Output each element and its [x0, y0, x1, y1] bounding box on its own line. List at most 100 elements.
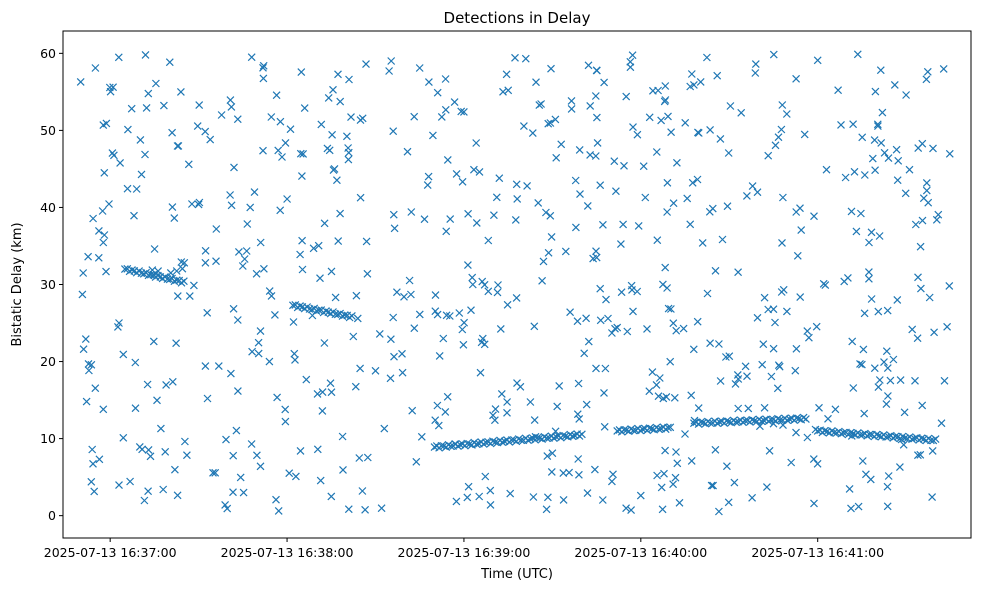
noise-point — [858, 457, 867, 465]
noise-point — [559, 469, 568, 478]
noise-point — [236, 473, 245, 482]
noise-point — [390, 224, 399, 233]
noise-point — [592, 364, 600, 373]
noise-point — [542, 505, 551, 514]
noise-point — [226, 96, 235, 105]
x-tick-label: 2025-07-13 16:39:00 — [398, 545, 531, 560]
data-point — [203, 394, 212, 403]
noise-point — [240, 255, 249, 263]
noise-point — [861, 470, 870, 479]
noise-point — [655, 374, 664, 382]
noise-point — [813, 459, 822, 468]
noise-point — [463, 493, 472, 502]
noise-point — [582, 314, 591, 323]
noise-point — [726, 102, 735, 110]
noise-point — [344, 505, 353, 514]
data-point — [663, 178, 672, 187]
y-tick-label: 0 — [48, 508, 56, 523]
noise-point — [242, 247, 251, 255]
noise-point — [222, 435, 230, 444]
noise-point — [652, 380, 661, 389]
noise-point — [327, 267, 336, 276]
noise-point — [468, 273, 477, 282]
noise-point — [516, 382, 525, 391]
y-tick-label: 50 — [40, 123, 56, 138]
noise-point — [259, 61, 268, 70]
noise-point — [443, 392, 452, 401]
noise-point — [722, 462, 731, 471]
data-point — [221, 500, 230, 509]
noise-point — [596, 284, 605, 293]
noise-point — [877, 138, 886, 147]
noise-point — [246, 203, 255, 212]
noise-point — [523, 181, 532, 190]
track-point — [792, 414, 801, 423]
noise-point — [860, 171, 869, 179]
track-point — [839, 428, 848, 437]
noise-point — [511, 53, 519, 62]
track-point — [627, 425, 636, 433]
noise-point — [173, 292, 182, 301]
noise-point — [854, 502, 863, 511]
data-point — [760, 403, 769, 412]
noise-point — [137, 170, 146, 179]
noise-point — [481, 472, 490, 481]
noise-point — [475, 492, 484, 501]
noise-point — [774, 133, 783, 142]
noise-point — [114, 53, 123, 62]
data-point — [787, 458, 796, 467]
noise-point — [582, 400, 591, 409]
noise-point — [914, 273, 922, 282]
noise-point — [232, 426, 241, 435]
noise-point — [769, 344, 778, 353]
noise-point — [928, 493, 937, 502]
noise-point — [161, 447, 170, 456]
data-point — [100, 168, 109, 177]
noise-point — [760, 293, 769, 302]
noise-point — [894, 156, 903, 165]
noise-point — [259, 74, 268, 83]
noise-point — [502, 70, 511, 79]
data-point — [486, 500, 495, 509]
noise-point — [94, 253, 103, 262]
data-point — [91, 64, 100, 72]
noise-point — [234, 247, 243, 256]
data-point — [185, 292, 194, 301]
noise-point — [201, 258, 210, 267]
noise-point — [170, 214, 179, 223]
noise-point — [591, 152, 600, 160]
track-point — [875, 431, 883, 440]
noise-point — [81, 335, 90, 344]
noise-point — [105, 83, 114, 92]
track-point — [128, 266, 136, 274]
noise-point — [819, 279, 828, 288]
noise-point — [392, 288, 401, 297]
noise-point — [256, 327, 265, 336]
noise-point — [478, 334, 487, 343]
data-point — [504, 86, 513, 95]
noise-point — [567, 96, 576, 105]
noise-point — [400, 292, 408, 301]
noise-point — [600, 78, 609, 87]
track-point — [724, 417, 733, 426]
noise-point — [553, 402, 562, 411]
noise-point — [803, 433, 812, 442]
noise-point — [543, 452, 552, 461]
noise-point — [165, 58, 174, 67]
noise-point — [782, 307, 791, 316]
noise-point — [223, 504, 232, 513]
noise-point — [897, 435, 906, 444]
noise-point — [945, 281, 954, 290]
data-point — [875, 232, 884, 240]
noise-point — [870, 364, 879, 373]
noise-point — [329, 85, 337, 94]
noise-point — [714, 340, 723, 348]
noise-point — [463, 261, 472, 270]
noise-point — [195, 101, 204, 110]
noise-point — [694, 404, 703, 413]
track-point — [333, 310, 342, 319]
noise-point — [847, 207, 856, 216]
data-point — [530, 416, 539, 425]
noise-point — [375, 329, 384, 338]
noise-point — [592, 113, 601, 122]
